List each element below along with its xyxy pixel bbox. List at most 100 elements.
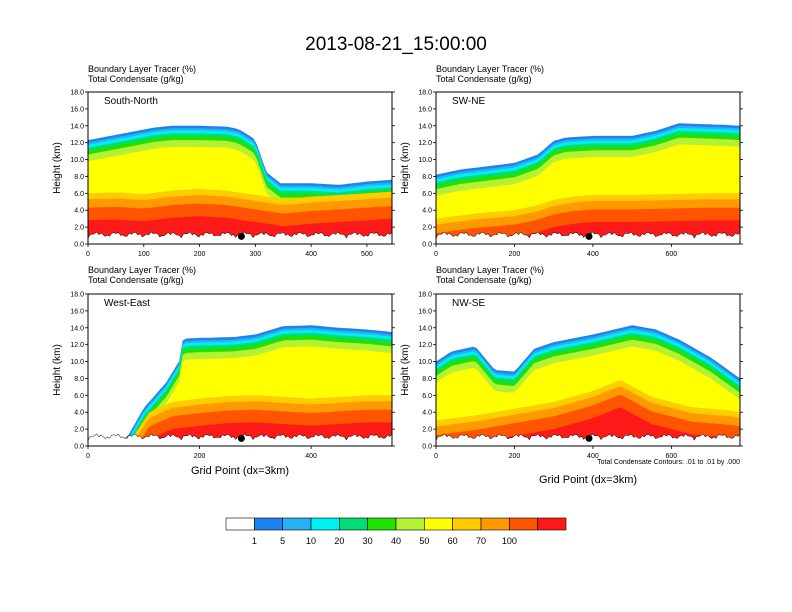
colorbar-label-2: 10 bbox=[306, 536, 316, 546]
panel-2-xtick-label: 0 bbox=[434, 251, 438, 258]
panel-2-ytick-label: 16.0 bbox=[418, 106, 432, 113]
panel-4-frame bbox=[435, 293, 741, 447]
xlabel-left: Grid Point (dx=3km) bbox=[191, 465, 289, 477]
panel-3-station-marker bbox=[237, 434, 245, 442]
colorbar-swatch-9 bbox=[480, 517, 510, 531]
panel-3-ytick-label: 8.0 bbox=[74, 376, 84, 383]
panel-3-ytick-label: 10.0 bbox=[70, 359, 84, 366]
panel-2-ytick-label: 10.0 bbox=[418, 157, 432, 164]
panel-1-ylabel: Height (km) bbox=[52, 142, 63, 194]
panel-3-ytick-label: 6.0 bbox=[74, 393, 84, 400]
panel-4-ytick-label: 6.0 bbox=[422, 393, 432, 400]
panel-1-var-line1: Boundary Layer Tracer (%) bbox=[88, 64, 196, 74]
panel-2-ytick-label: 6.0 bbox=[422, 191, 432, 198]
panel-4-plot: 0.0 2.0 4.0 6.0 8.0 10.0 12.0 14.0 16.0 18.0 0 200 4… bbox=[418, 292, 743, 460]
panel-4-ytick-label: 14.0 bbox=[418, 325, 432, 332]
colorbar-swatch-0 bbox=[225, 517, 255, 531]
colorbar-swatch-8 bbox=[452, 517, 482, 531]
colorbar-label-3: 20 bbox=[334, 536, 344, 546]
panel-4-ytick-label: 16.0 bbox=[418, 308, 432, 315]
panel-3-xtick-label: 0 bbox=[86, 453, 90, 460]
colorbar-label-7: 60 bbox=[448, 536, 458, 546]
contour-note: Total Condensate Contours: .01 to .01 by… bbox=[597, 459, 740, 466]
panel-2-plot: 0.0 2.0 4.0 6.0 8.0 10.0 12.0 14.0 16.0 18.0 0 200 4… bbox=[418, 90, 743, 258]
panel-1-xtick-label: 400 bbox=[305, 251, 317, 258]
colorbar-swatch-2 bbox=[282, 517, 312, 531]
colorbar-swatch-3 bbox=[310, 517, 340, 531]
xlabel-right: Grid Point (dx=3km) bbox=[539, 474, 637, 486]
panel-3-ytick-label: 18.0 bbox=[70, 292, 84, 299]
panel-south-north: Boundary Layer Tracer (%) Total Condensa… bbox=[52, 64, 395, 258]
panel-3-ytick-label: 0.0 bbox=[74, 444, 84, 451]
colorbar-label-6: 50 bbox=[419, 536, 429, 546]
panel-1-station-marker bbox=[237, 232, 245, 240]
panel-4-cloud-band-6 bbox=[436, 346, 740, 421]
panel-3-var-line1: Boundary Layer Tracer (%) bbox=[88, 265, 196, 275]
panel-3-ytick-label: 2.0 bbox=[74, 427, 84, 434]
panel-4-ytick-label: 18.0 bbox=[418, 292, 432, 299]
panel-4-ytick-label: 2.0 bbox=[422, 427, 432, 434]
panel-nw-se: Boundary Layer Tracer (%) Total Condensa… bbox=[400, 265, 743, 460]
panel-2-ytick-label: 14.0 bbox=[418, 123, 432, 130]
panel-1-ytick-label: 0.0 bbox=[74, 242, 84, 249]
panel-1-ytick-label: 16.0 bbox=[70, 106, 84, 113]
panel-4-var-line1: Boundary Layer Tracer (%) bbox=[436, 265, 544, 275]
panel-1-ytick-label: 2.0 bbox=[74, 225, 84, 232]
panel-4-xtick-label: 0 bbox=[434, 453, 438, 460]
panel-sw-ne: Boundary Layer Tracer (%) Total Condensa… bbox=[400, 64, 743, 258]
panel-2-xtick-label: 600 bbox=[666, 251, 678, 258]
panel-1-xtick-label: 300 bbox=[249, 251, 261, 258]
panel-2-xtick-label: 400 bbox=[587, 251, 599, 258]
panel-1-ytick-label: 18.0 bbox=[70, 90, 84, 97]
panel-1-ytick-label: 10.0 bbox=[70, 157, 84, 164]
panel-3-ytick-label: 16.0 bbox=[70, 308, 84, 315]
panel-3-var-line2: Total Condensate (g/kg) bbox=[88, 275, 184, 285]
panel-4-ytick-label: 0.0 bbox=[422, 444, 432, 451]
colorbar-swatch-1 bbox=[254, 517, 283, 531]
panel-2-ytick-label: 4.0 bbox=[422, 208, 432, 215]
panel-1-xtick-label: 0 bbox=[86, 251, 90, 258]
colorbar-swatch-5 bbox=[367, 517, 397, 531]
colorbar-swatch-4 bbox=[339, 517, 368, 531]
panel-1-cloud-band-6 bbox=[88, 146, 392, 200]
panel-2-var-line2: Total Condensate (g/kg) bbox=[436, 74, 532, 84]
panel-4-station-marker bbox=[585, 434, 593, 442]
colorbar-swatch-11 bbox=[537, 517, 567, 531]
panel-2-xtick-label: 200 bbox=[509, 251, 521, 258]
panel-1-ytick-label: 8.0 bbox=[74, 174, 84, 181]
panel-1-var-line2: Total Condensate (g/kg) bbox=[88, 74, 184, 84]
colorbar-label-1: 5 bbox=[280, 536, 285, 546]
panel-1-xtick-label: 100 bbox=[138, 251, 150, 258]
figure-title: 2013-08-21_15:00:00 bbox=[305, 34, 487, 55]
panel-2-cloud-band-6 bbox=[436, 144, 740, 219]
panel-3-frame bbox=[87, 293, 393, 447]
panel-4-xtick-label: 200 bbox=[509, 453, 521, 460]
panel-4-ytick-label: 12.0 bbox=[418, 342, 432, 349]
colorbar-label-5: 40 bbox=[391, 536, 401, 546]
panel-3-xtick-label: 400 bbox=[305, 453, 317, 460]
panel-3-xtick-label: 200 bbox=[194, 453, 206, 460]
panel-3-cloud-band-6 bbox=[88, 346, 392, 441]
panel-2-ylabel: Height (km) bbox=[400, 142, 411, 194]
panel-3-plot: 0.0 2.0 4.0 6.0 8.0 10.0 12.0 14.0 16.0 18.0 0 200 4… bbox=[70, 292, 395, 460]
panel-2-ytick-label: 18.0 bbox=[418, 90, 432, 97]
panel-2-var-line1: Boundary Layer Tracer (%) bbox=[436, 64, 544, 74]
colorbar-swatch-7 bbox=[424, 517, 453, 531]
panel-2-ytick-label: 0.0 bbox=[422, 242, 432, 249]
panel-4-ytick-label: 10.0 bbox=[418, 359, 432, 366]
panel-1-plot: 0.0 2.0 4.0 6.0 8.0 10.0 12.0 14.0 16.0 18.0 0 100 2… bbox=[70, 90, 395, 258]
colorbar-label-0: 1 bbox=[252, 536, 257, 546]
panel-2-name: SW-NE bbox=[452, 96, 485, 107]
panel-4-ytick-label: 8.0 bbox=[422, 376, 432, 383]
panel-1-ytick-label: 4.0 bbox=[74, 208, 84, 215]
panel-3-ylabel: Height (km) bbox=[52, 344, 63, 396]
panel-1-ytick-label: 14.0 bbox=[70, 123, 84, 130]
panel-1-frame bbox=[87, 91, 393, 245]
panel-1-ytick-label: 12.0 bbox=[70, 140, 84, 147]
panel-1-name: South-North bbox=[104, 96, 158, 107]
panel-3-ytick-label: 4.0 bbox=[74, 410, 84, 417]
panel-1-xtick-label: 200 bbox=[194, 251, 206, 258]
panel-2-ytick-label: 12.0 bbox=[418, 140, 432, 147]
panel-1-xtick-label: 500 bbox=[361, 251, 373, 258]
